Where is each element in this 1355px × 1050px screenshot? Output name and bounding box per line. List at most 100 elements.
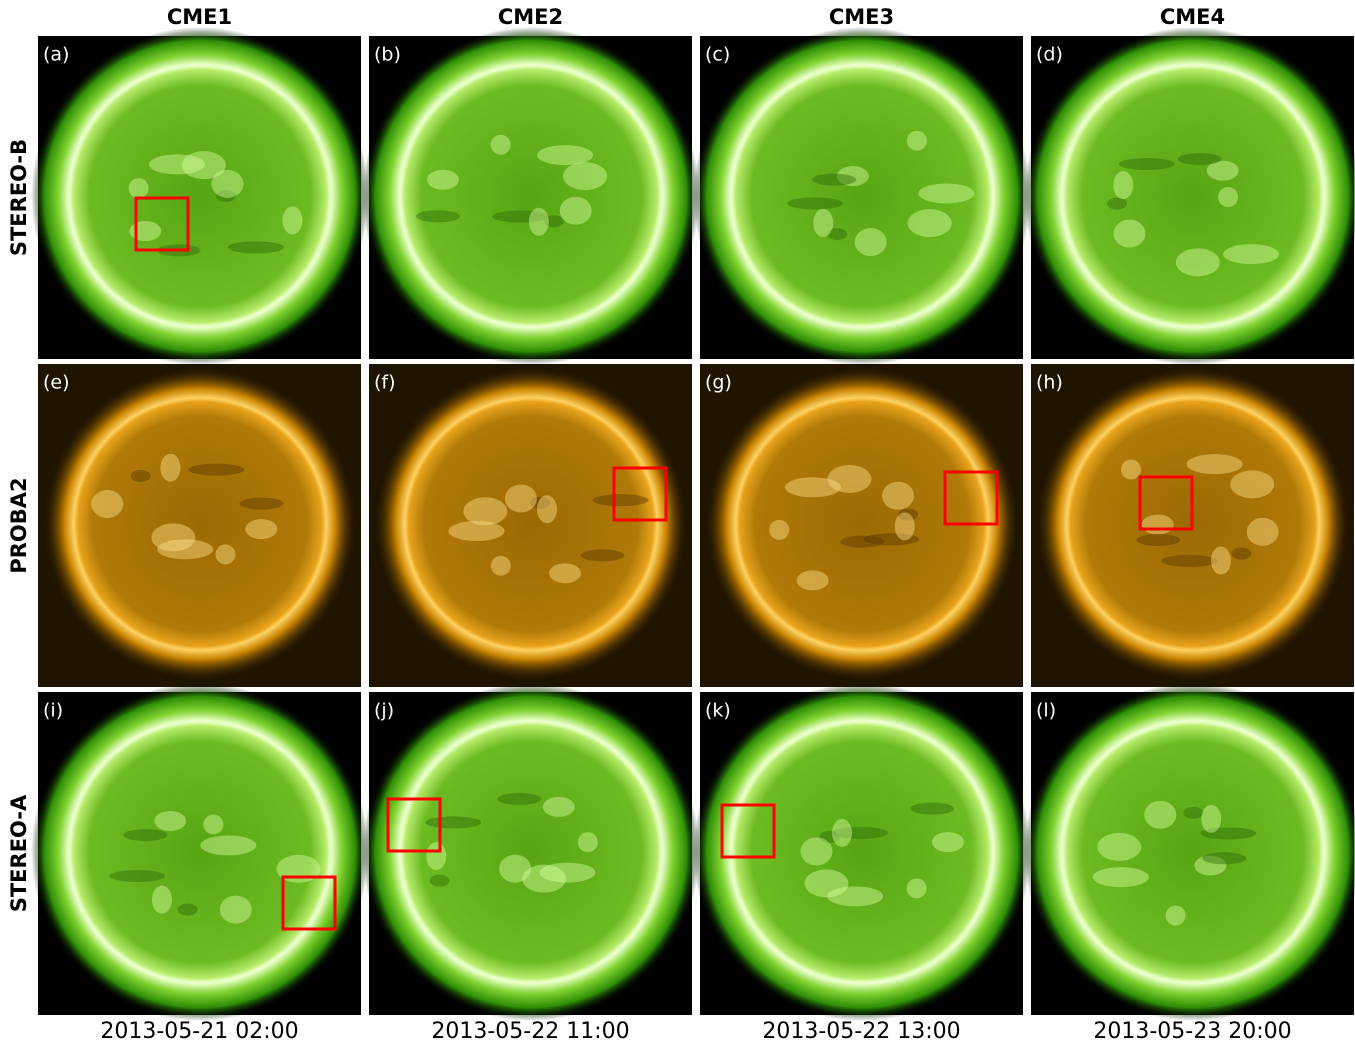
panel-label: (c) [705,44,730,66]
surface-feature [425,816,481,828]
panel-label: (a) [43,44,69,66]
surface-feature [840,536,884,548]
surface-feature [157,539,213,559]
surface-feature [427,170,459,190]
solar-image: (g) [700,364,1023,687]
surface-feature [1223,244,1279,264]
solar-image: (b) [362,27,700,365]
surface-feature [813,209,833,237]
surface-feature [827,886,883,906]
surface-feature [543,797,575,817]
surface-feature [1107,198,1127,210]
surface-feature [505,485,537,513]
figure: CME12013-05-21 02:00CME22013-05-22 11:00… [0,0,1355,1046]
surface-feature [129,178,149,198]
surface-feature [529,208,549,236]
surface-feature [426,842,446,870]
surface-feature [131,470,151,482]
surface-feature [491,556,511,576]
panel-label: (g) [705,372,732,394]
surface-feature [1187,454,1243,474]
surface-feature [832,819,852,847]
surface-feature [149,154,205,174]
solar-image: (k) [693,683,1031,1021]
surface-feature [416,210,460,222]
surface-feature [907,131,927,151]
solar-disk [74,398,326,650]
date-label: 2013-05-22 13:00 [762,1019,960,1044]
surface-feature [578,832,598,852]
surface-feature [188,464,244,476]
surface-feature [563,162,607,190]
solar-disk [70,66,330,326]
surface-feature [1113,220,1145,248]
panel-label: (d) [1036,44,1063,66]
surface-feature [539,863,595,883]
column-title: CME3 [829,5,894,29]
surface-feature [463,497,507,525]
surface-feature [1230,470,1274,498]
surface-feature [123,829,167,841]
panel-label: (b) [374,44,401,66]
surface-feature [812,174,856,186]
surface-feature [499,855,531,883]
row-label: STEREO-A [7,794,31,912]
row-label: PROBA2 [7,477,31,573]
surface-feature [239,498,283,510]
surface-feature [537,145,593,165]
surface-feature [1142,515,1174,535]
solar-image: (l) [1024,683,1355,1021]
row-label: STEREO-B [7,139,31,256]
surface-feature [932,832,964,852]
surface-feature [549,563,581,583]
surface-feature [785,477,841,497]
surface-feature [1178,153,1222,165]
surface-feature [1166,905,1186,925]
solar-image: (e) [38,364,361,687]
surface-feature [1121,459,1141,479]
date-label: 2013-05-21 02:00 [100,1019,298,1044]
surface-feature [129,221,161,241]
surface-feature [908,209,952,237]
surface-feature [581,549,625,561]
surface-feature [1119,158,1175,170]
solar-disk [70,722,330,982]
panel-label: (f) [374,372,396,394]
surface-feature [1218,187,1238,207]
solar-disk [405,398,657,650]
surface-feature [918,183,974,203]
surface-feature [1161,555,1217,567]
panel-label: (l) [1036,700,1056,722]
surface-feature [152,886,172,914]
surface-feature [1176,248,1220,276]
solar-image: (f) [369,364,692,687]
surface-feature [1097,833,1141,861]
surface-feature [769,520,789,540]
surface-feature [200,835,256,855]
surface-feature [448,521,504,541]
column-title: CME4 [1160,5,1225,29]
surface-feature [797,570,829,590]
solar-disk [732,722,992,982]
surface-feature [245,519,277,539]
surface-feature [801,837,833,865]
surface-feature [1183,807,1203,819]
surface-feature [91,490,123,518]
surface-feature [491,135,511,155]
date-label: 2013-05-23 20:00 [1093,1019,1291,1044]
surface-feature [1144,801,1176,829]
surface-feature [497,793,541,805]
surface-feature [1231,548,1251,560]
surface-feature [228,241,284,253]
solar-image: (j) [362,683,700,1021]
solar-disk [1063,66,1323,326]
solar-image: (c) [693,27,1031,365]
panel-label: (i) [43,700,63,722]
solar-image: (d) [1024,27,1355,365]
surface-feature [282,206,302,234]
surface-feature [1247,518,1279,546]
surface-feature [1211,547,1231,575]
surface-feature [211,170,243,198]
surface-feature [537,495,557,523]
panel-label: (h) [1036,372,1063,394]
